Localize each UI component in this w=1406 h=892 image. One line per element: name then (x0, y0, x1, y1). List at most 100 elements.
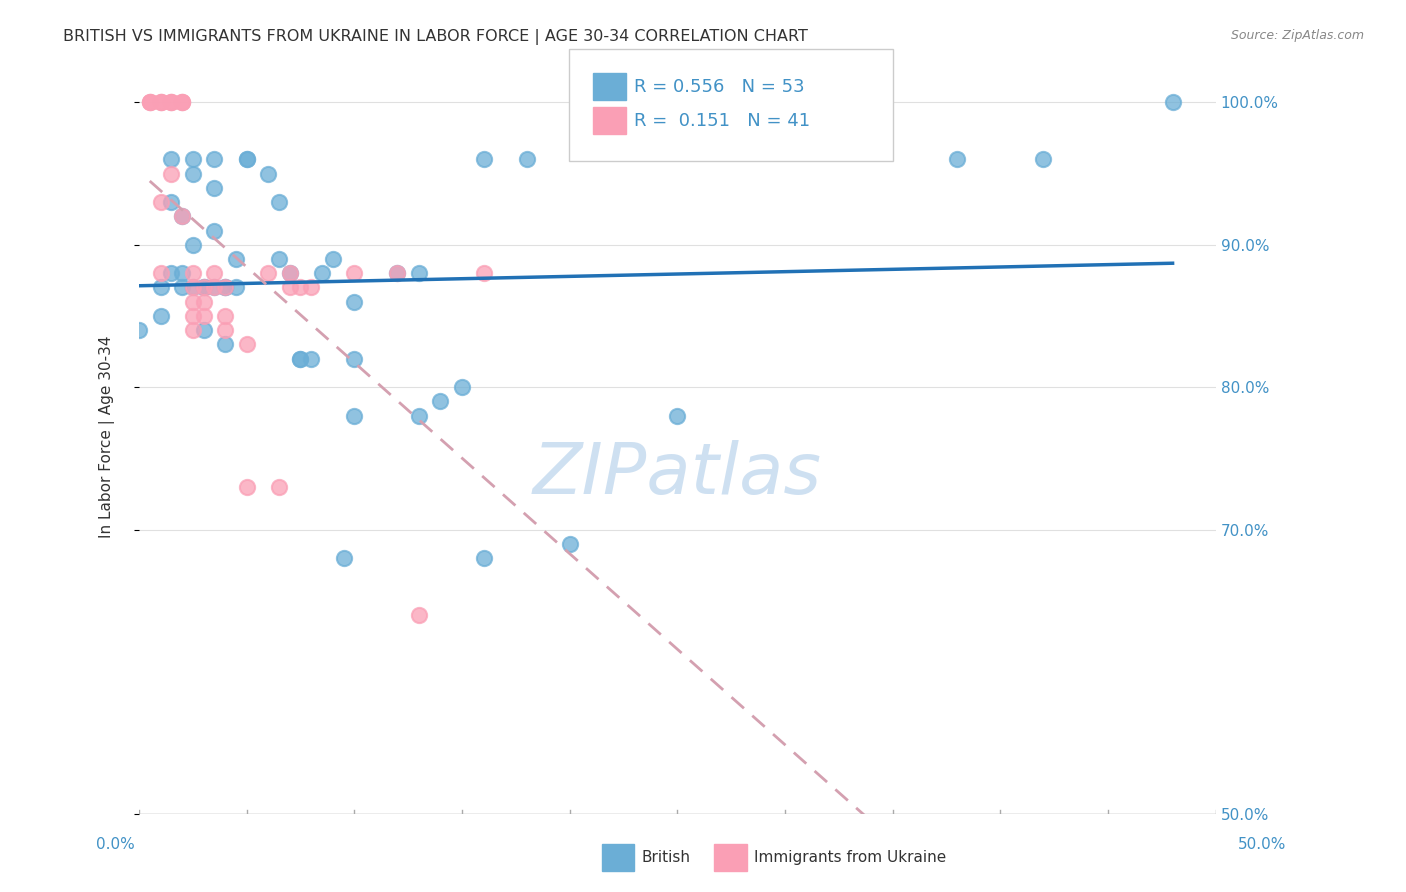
Point (332, 551, 354, 566)
Point (149, 309, 172, 323)
Point (149, 280, 172, 294)
Point (149, 266, 172, 280)
Point (472, 153, 495, 167)
Point (429, 394, 451, 409)
Point (202, 280, 225, 294)
Point (1032, 153, 1054, 167)
Point (290, 351, 312, 366)
Point (138, 95, 160, 110)
Point (225, 252, 247, 266)
Point (343, 294, 366, 309)
Point (193, 309, 215, 323)
Point (235, 153, 257, 167)
Text: R = 0.556   N = 53: R = 0.556 N = 53 (634, 78, 804, 96)
Point (202, 153, 225, 167)
Point (160, 95, 183, 110)
Point (214, 323, 236, 337)
Text: ZIPatlas: ZIPatlas (533, 441, 823, 509)
Point (516, 153, 538, 167)
Point (202, 280, 225, 294)
Point (299, 280, 322, 294)
Point (290, 280, 312, 294)
Point (138, 95, 160, 110)
Point (267, 252, 290, 266)
Point (160, 266, 183, 280)
Point (214, 309, 236, 323)
Point (408, 266, 430, 280)
Point (343, 409, 366, 423)
Point (1161, 95, 1184, 110)
Point (181, 153, 204, 167)
Point (387, 266, 409, 280)
Point (214, 280, 236, 294)
Point (387, 266, 409, 280)
Point (322, 252, 344, 266)
Point (181, 323, 204, 337)
Point (193, 280, 215, 294)
Text: Immigrants from Ukraine: Immigrants from Ukraine (754, 850, 946, 864)
Point (181, 309, 204, 323)
Point (170, 266, 193, 280)
Point (193, 294, 215, 309)
Point (149, 95, 172, 110)
Point (235, 480, 257, 494)
Point (267, 480, 290, 494)
Point (257, 167, 280, 181)
Point (202, 181, 225, 195)
Point (202, 223, 225, 237)
Point (170, 95, 193, 110)
Point (290, 351, 312, 366)
Point (181, 280, 204, 294)
Point (170, 95, 193, 110)
Point (278, 280, 301, 294)
Point (235, 337, 257, 351)
Point (451, 380, 474, 394)
Point (666, 409, 689, 423)
Point (202, 266, 225, 280)
Point (311, 266, 333, 280)
Point (257, 266, 280, 280)
Text: R =  0.151   N = 41: R = 0.151 N = 41 (634, 112, 810, 130)
Point (149, 95, 172, 110)
Point (149, 194, 172, 209)
Point (946, 153, 969, 167)
Point (278, 266, 301, 280)
Text: BRITISH VS IMMIGRANTS FROM UKRAINE IN LABOR FORCE | AGE 30-34 CORRELATION CHART: BRITISH VS IMMIGRANTS FROM UKRAINE IN LA… (63, 29, 808, 45)
Point (138, 95, 160, 110)
Text: 50.0%: 50.0% (1239, 837, 1286, 852)
Point (193, 323, 215, 337)
Point (170, 95, 193, 110)
Point (225, 280, 247, 294)
Text: British: British (641, 850, 690, 864)
Point (181, 280, 204, 294)
Point (214, 280, 236, 294)
Point (193, 280, 215, 294)
Point (149, 95, 172, 110)
Point (343, 266, 366, 280)
Point (343, 351, 366, 366)
Point (299, 351, 322, 366)
Point (193, 280, 215, 294)
Point (160, 194, 183, 209)
Point (181, 294, 204, 309)
Point (181, 266, 204, 280)
Point (472, 551, 495, 566)
Point (170, 209, 193, 223)
Point (558, 537, 581, 551)
Point (160, 95, 183, 110)
Point (181, 167, 204, 181)
Point (472, 266, 495, 280)
Point (170, 209, 193, 223)
Point (278, 266, 301, 280)
Y-axis label: In Labor Force | Age 30-34: In Labor Force | Age 30-34 (100, 335, 115, 538)
Text: 0.0%: 0.0% (96, 837, 135, 852)
Point (170, 280, 193, 294)
Point (160, 95, 183, 110)
Point (181, 237, 204, 252)
Point (128, 323, 150, 337)
Point (160, 167, 183, 181)
Point (235, 153, 257, 167)
Point (408, 608, 430, 623)
Point (267, 194, 290, 209)
Point (160, 153, 183, 167)
